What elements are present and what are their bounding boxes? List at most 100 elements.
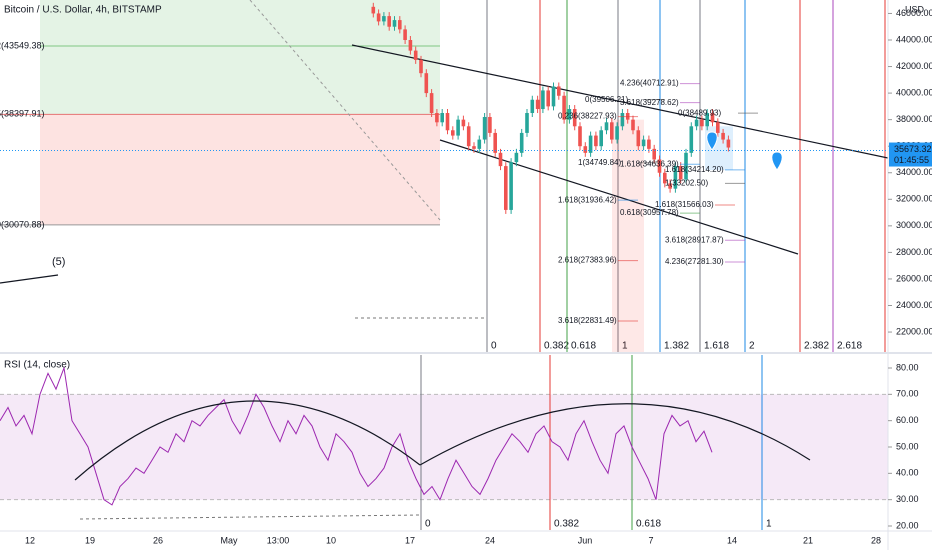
candle [578, 126, 582, 147]
rsi-tick-label: 30.00 [896, 494, 919, 504]
candle [387, 16, 391, 27]
loss-box [40, 114, 440, 225]
fib-label: 1.618(31936.42) [558, 195, 617, 204]
candle [572, 109, 577, 127]
time-tick-label: May [220, 535, 238, 545]
price-tick-label: 34000.00 [896, 167, 932, 177]
candle [700, 119, 704, 127]
candle [509, 162, 513, 210]
time-line-label: 1.382 [664, 341, 689, 352]
time-tick-label: 12 [25, 535, 35, 545]
candle [652, 148, 656, 160]
rsi-band [0, 394, 888, 500]
time-line-label: 2 [749, 341, 755, 352]
time-line-label: 0.618 [571, 341, 596, 352]
time-tick-label: 17 [405, 535, 415, 545]
countdown: 01:45:55 [894, 155, 929, 165]
candle [456, 119, 460, 136]
time-line-label: 2.382 [804, 341, 829, 352]
time-tick-label: 13:00 [267, 535, 290, 545]
candle [705, 113, 709, 127]
last-price: 35673.32 [894, 144, 932, 154]
time-line-label: 0.618 [636, 519, 661, 530]
symbol-title: Bitcoin / U.S. Dollar, 4h, BITSTAMP [4, 5, 162, 16]
time-line-label: 1 [766, 519, 772, 530]
time-tick-label: 14 [727, 535, 737, 545]
candle [673, 166, 678, 189]
candle [599, 130, 603, 147]
price-tick-label: 22000.00 [896, 326, 932, 336]
candle [647, 139, 651, 149]
candle [440, 113, 444, 123]
candle [562, 95, 566, 120]
candle [535, 99, 540, 110]
box-label: 5(38397.91) [0, 109, 45, 119]
dashed-line [79, 514, 421, 520]
price-tick-label: 24000.00 [896, 300, 932, 310]
rsi-tick-label: 20.00 [896, 520, 919, 530]
price-tick-label: 28000.00 [896, 247, 932, 257]
rsi-tick-label: 50.00 [896, 441, 919, 451]
box-label: 2(43549.38) [0, 40, 45, 50]
candle [604, 122, 609, 131]
candle [371, 6, 376, 14]
time-line-label: 2.618 [837, 341, 862, 352]
time-tick-label: 7 [648, 535, 653, 545]
rsi-tick-label: 60.00 [896, 415, 919, 425]
price-tick-label: 44000.00 [896, 34, 932, 44]
trend-line [0, 274, 59, 284]
marker-pin [771, 151, 783, 171]
candle [477, 139, 482, 149]
wave-label: (5) [52, 256, 65, 268]
candle [610, 122, 614, 140]
candle [398, 20, 402, 30]
candle [376, 13, 381, 22]
price-tick-label: 40000.00 [896, 87, 932, 97]
candle [466, 126, 471, 147]
fib-label: 1.618(31566.03) [655, 200, 714, 209]
price-tick-label: 32000.00 [896, 194, 932, 204]
candle [583, 146, 588, 153]
candle [551, 86, 556, 107]
last-price-tag [889, 142, 932, 167]
candle [567, 109, 572, 120]
candle [493, 132, 497, 153]
fib-label: 4.236(40712.91) [620, 79, 679, 88]
candle [514, 152, 519, 163]
candle [684, 152, 688, 180]
zone [612, 119, 644, 352]
fib-label: 3.618(22831.49) [558, 316, 617, 325]
fib-label: 1.618(34214.20) [665, 165, 724, 174]
time-tick-label: 26 [153, 535, 163, 545]
candle [403, 29, 407, 40]
candle [413, 50, 418, 60]
candle [588, 135, 593, 153]
candle [472, 146, 476, 149]
candle [594, 135, 598, 147]
candle [482, 116, 487, 140]
candle [721, 132, 725, 140]
candle [519, 132, 524, 153]
candle [657, 159, 662, 173]
fib-label: 2.618(27383.96) [558, 256, 617, 265]
candle [557, 86, 561, 96]
candle [631, 119, 635, 131]
candle [429, 93, 434, 114]
box-label: 0(30070.88) [0, 219, 45, 229]
fib-label: 4.236(27281.30) [665, 257, 724, 266]
time-tick-label: 10 [326, 535, 336, 545]
price-tick-label: 42000.00 [896, 61, 932, 71]
price-tick-label: 46000.00 [896, 8, 932, 18]
rsi-line [0, 366, 713, 506]
candle [488, 116, 492, 133]
rsi-tick-label: 80.00 [896, 362, 919, 372]
time-tick-label: 28 [871, 535, 881, 545]
candle [451, 130, 455, 136]
time-line-label: 0 [491, 341, 497, 352]
candle [641, 139, 646, 147]
candle [689, 126, 694, 153]
candle [636, 130, 641, 147]
candle [504, 166, 508, 210]
candle [408, 40, 413, 51]
candle [392, 20, 397, 27]
